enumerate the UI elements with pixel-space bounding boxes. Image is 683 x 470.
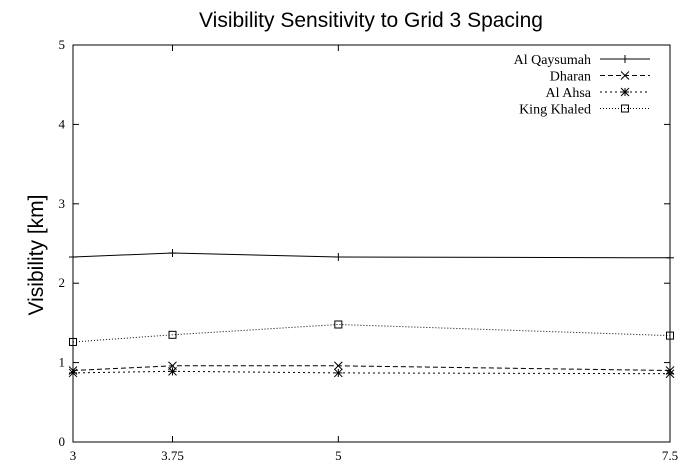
legend-marker-king-khaled [621,104,629,113]
data-point-al-ahsa [168,366,177,376]
y-tick-label: 5 [59,37,66,52]
legend-label-dharan: Dharan [550,70,591,85]
chart-title: Visibility Sensitivity to Grid 3 Spacing [199,9,543,32]
legend-label-king-khaled: King Khaled [519,103,591,118]
data-point-dharan [333,361,343,371]
y-tick-label: 4 [59,116,66,131]
data-point-king-khaled [168,330,177,339]
data-point-al-ahsa [665,369,675,379]
plot-frame [72,44,671,443]
x-tick-label: 5 [335,448,342,463]
x-tick-label: 3 [70,448,77,463]
data-point-al-qaysumah [69,252,77,261]
x-tick-label: 3.75 [161,448,184,463]
data-point-al-qaysumah [168,249,177,258]
y-axis-label: Visibility [km] [25,195,48,316]
data-point-al-qaysumah [666,253,674,262]
x-tick-label: 7.5 [662,448,678,463]
y-tick-label: 2 [59,275,66,290]
data-point-king-khaled [69,337,77,346]
series-line-al-qaysumah [72,252,671,259]
data-point-al-ahsa [68,368,78,378]
data-point-king-khaled [334,320,343,329]
y-tick-label: 3 [59,196,66,211]
y-tick-label: 0 [59,434,66,449]
data-point-al-ahsa [333,368,343,378]
legend-marker-al-qaysumah [621,55,629,63]
axis-ticks: 0 1 2 3 4 5 3 3.75 5 7.5 [59,37,679,463]
series-group [68,249,675,379]
legend-marker-al-ahsa [620,87,630,97]
data-point-king-khaled [666,331,674,340]
series-line-king-khaled [72,323,671,343]
series-line-al-ahsa [72,370,671,375]
series-line-dharan [72,365,671,371]
legend-label-al-ahsa: Al Ahsa [546,86,592,101]
legend-label-al-qaysumah: Al Qaysumah [514,53,591,68]
y-tick-label: 1 [59,355,66,370]
legend-marker-dharan [620,71,630,80]
data-point-al-qaysumah [334,252,343,261]
